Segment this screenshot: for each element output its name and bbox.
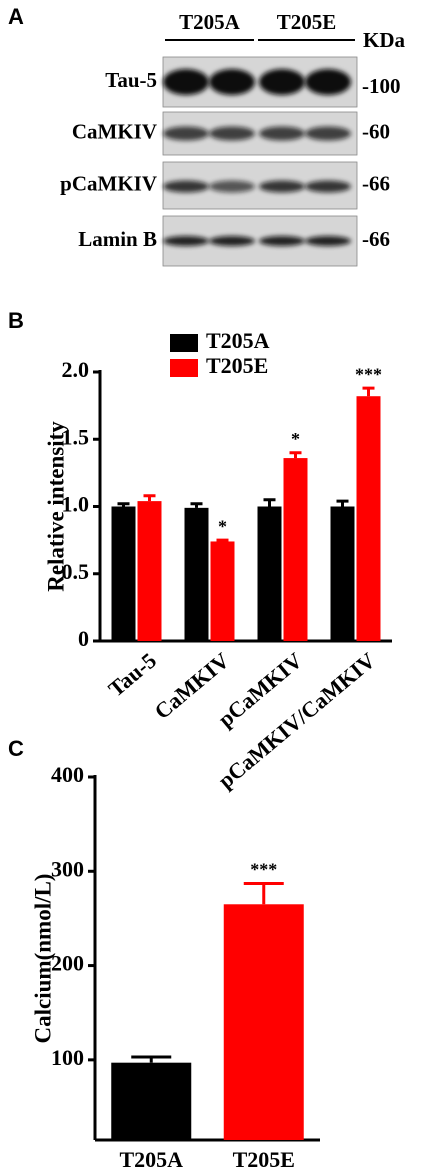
band — [163, 181, 209, 193]
bar — [112, 507, 136, 642]
row-label: Lamin B — [78, 227, 157, 251]
bar — [111, 1063, 191, 1140]
legend-label: T205E — [206, 353, 268, 378]
y-tick-label: 200 — [51, 951, 84, 976]
significance: * — [218, 516, 227, 536]
bar — [258, 507, 282, 642]
error-bar — [118, 504, 130, 507]
error-bar — [217, 540, 229, 541]
row-label: Tau-5 — [105, 68, 157, 92]
band — [163, 127, 209, 141]
band — [259, 69, 305, 95]
y-tick-label: 2.0 — [62, 357, 90, 382]
band — [209, 127, 255, 141]
band — [259, 236, 305, 246]
x-tick-label: T205E — [233, 1147, 295, 1172]
panel-label: B — [8, 308, 24, 333]
significance: *** — [355, 364, 382, 384]
band — [259, 181, 305, 193]
band — [305, 181, 351, 193]
size-label: -60 — [362, 119, 390, 143]
size-label: -66 — [362, 171, 390, 195]
error-bar — [363, 388, 375, 396]
band — [163, 69, 209, 95]
panel-label: A — [8, 4, 24, 29]
y-axis-label: Calcium(nmol/L) — [30, 874, 55, 1044]
band — [305, 236, 351, 246]
band — [305, 127, 351, 141]
error-bar — [337, 501, 349, 506]
bar — [211, 541, 235, 641]
y-tick-label: 300 — [51, 856, 84, 881]
error-bar — [191, 504, 203, 508]
bar — [357, 396, 381, 641]
unit-label: KDa — [363, 28, 406, 52]
size-label: -66 — [362, 227, 390, 251]
x-tick-label: Tau-5 — [103, 648, 161, 702]
bar — [224, 904, 304, 1140]
legend-label: T205A — [206, 328, 270, 353]
y-tick-label: 400 — [51, 762, 84, 787]
error-bar — [264, 500, 276, 507]
significance: * — [291, 429, 300, 449]
bar — [138, 501, 162, 641]
group-label: T205E — [277, 10, 337, 34]
error-bar — [290, 453, 302, 458]
band — [259, 127, 305, 141]
error-bar — [244, 884, 284, 905]
bar — [284, 458, 308, 641]
error-bar — [144, 496, 156, 501]
band — [209, 69, 255, 95]
bar — [185, 508, 209, 641]
bar — [331, 507, 355, 642]
row-label: CaMKIV — [72, 119, 157, 143]
y-axis-label: Relative intensity — [43, 421, 68, 592]
y-tick-label: 100 — [51, 1045, 84, 1070]
band — [209, 236, 255, 246]
row-label: pCaMKIV — [60, 171, 157, 195]
band — [163, 236, 209, 246]
legend-swatch — [170, 334, 198, 352]
size-label: -100 — [362, 74, 401, 98]
figure: A B C T205AT205EKDaTau-5-100CaMKIV-60pCa… — [0, 0, 428, 1175]
x-tick-label: T205A — [119, 1147, 183, 1172]
band — [305, 69, 351, 95]
y-tick-label: 0 — [78, 626, 89, 651]
group-label: T205A — [179, 10, 241, 34]
error-bar — [131, 1057, 171, 1063]
band — [209, 181, 255, 193]
legend-swatch — [170, 359, 198, 377]
significance: *** — [250, 860, 277, 880]
panel-label: C — [8, 736, 24, 761]
